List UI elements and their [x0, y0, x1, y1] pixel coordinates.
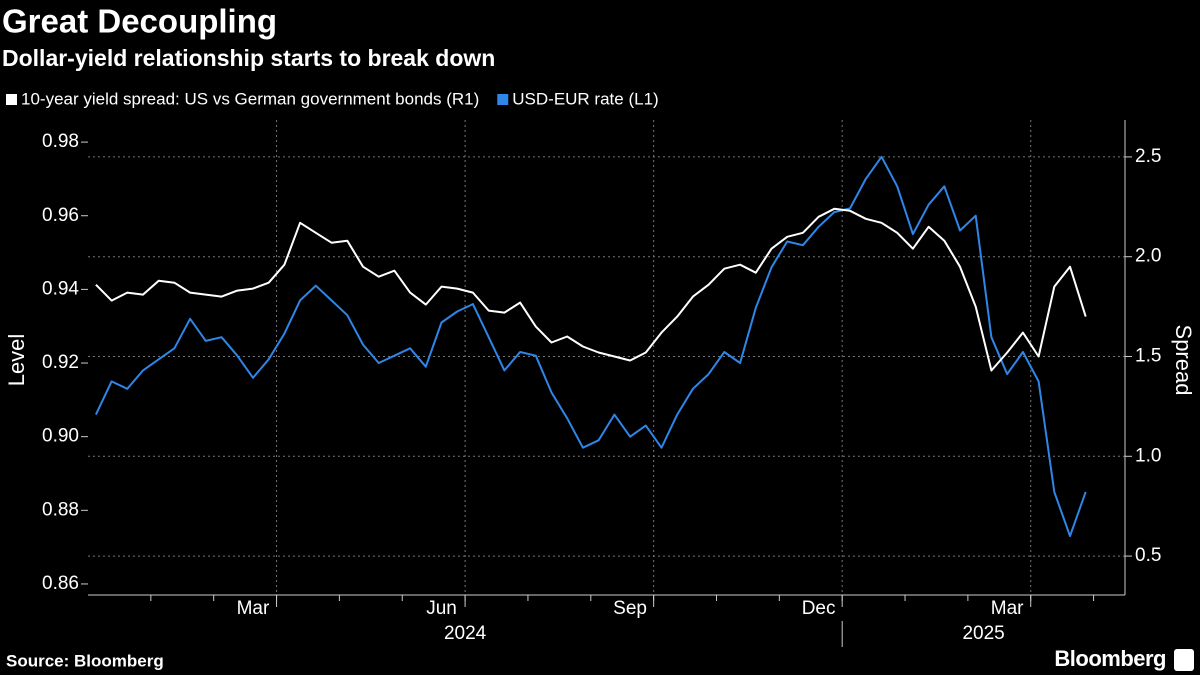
x-year-label: 2025: [962, 623, 1004, 644]
y-tick-label: 0.94: [42, 278, 79, 299]
line-series: [94, 155, 1087, 538]
chart-subtitle: Dollar-yield relationship starts to brea…: [2, 45, 495, 71]
y2-tick-label: 0.5: [1135, 545, 1161, 566]
logo-icon: [1174, 649, 1194, 671]
legend: 10-year yield spread: US vs German gover…: [6, 89, 659, 108]
x-tick-label: Jun: [426, 598, 457, 619]
y2-tick-label: 1.0: [1135, 445, 1161, 466]
legend-label: USD-EUR rate (L1): [512, 89, 658, 108]
logo: Bloomberg: [1054, 646, 1166, 671]
y-tick-label: 0.90: [42, 426, 79, 447]
y-tick-label: 0.88: [42, 499, 79, 520]
line-series: [95, 207, 1087, 372]
x-tick-label: Sep: [613, 598, 647, 619]
y-axis-label: Level: [4, 334, 29, 387]
legend-label: 10-year yield spread: US vs German gover…: [21, 89, 479, 108]
x-year-label: 2024: [444, 623, 487, 644]
y2-tick-label: 1.5: [1135, 346, 1161, 367]
y-tick-label: 0.92: [42, 352, 79, 373]
x-tick-label: Dec: [802, 598, 836, 619]
y-tick-label: 0.86: [42, 573, 79, 594]
x-tick-label: Mar: [237, 598, 270, 619]
legend-swatch: [497, 94, 509, 105]
legend-swatch: [6, 94, 17, 105]
source: Source: Bloomberg: [6, 651, 164, 670]
chart-title: Great Decoupling: [2, 3, 277, 40]
x-tick-label: Mar: [991, 598, 1024, 619]
y-tick-label: 0.96: [42, 205, 79, 226]
y2-tick-label: 2.5: [1135, 146, 1161, 167]
y2-tick-label: 2.0: [1135, 246, 1161, 267]
y2-axis-label: Spread: [1171, 325, 1196, 396]
y-tick-label: 0.98: [42, 131, 79, 152]
